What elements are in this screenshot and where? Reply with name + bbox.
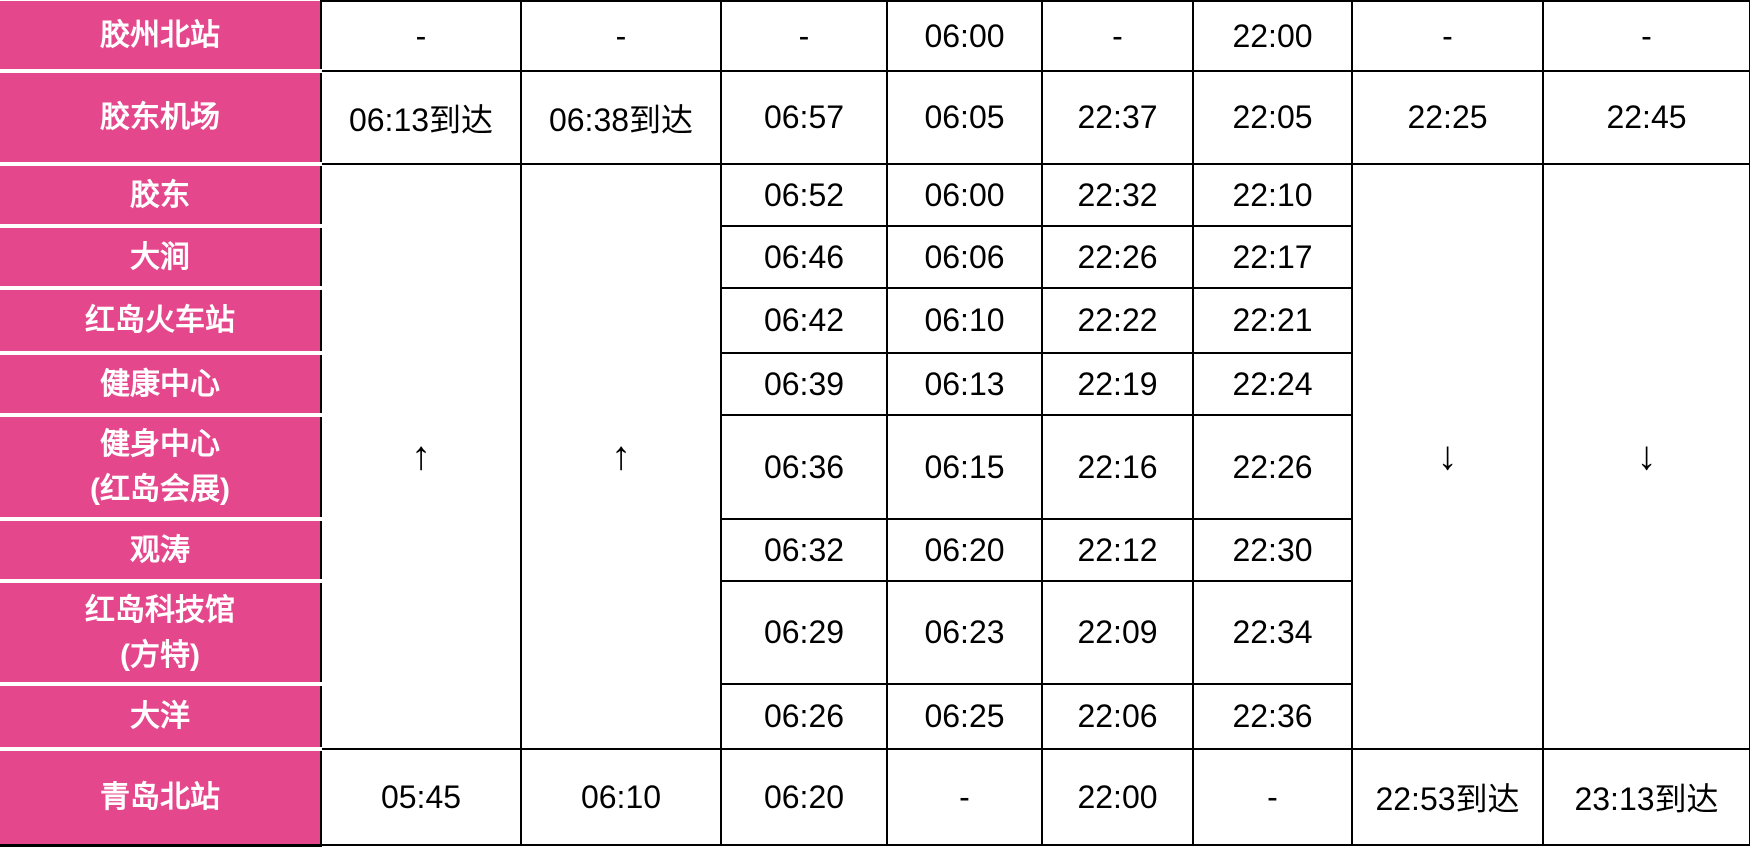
time-cell: 06:00 <box>886 163 1043 227</box>
time-cell: 06:13到达 <box>320 70 522 165</box>
up-arrow-cell: ↑ <box>520 163 722 750</box>
time-cell: 22:10 <box>1192 163 1353 227</box>
time-cell: 22:53到达 <box>1351 748 1544 846</box>
time-cell: - <box>1542 0 1750 72</box>
station-row: 大洋 06:26 06:25 22:06 22:36 <box>0 683 1750 751</box>
time-cell: - <box>1192 748 1353 846</box>
time-cell: 22:30 <box>1192 518 1353 582</box>
time-cell: 22:21 <box>1192 287 1353 354</box>
time-cell: 22:26 <box>1192 414 1353 520</box>
time-cell: - <box>720 0 888 72</box>
station-cell: 胶东机场 <box>0 71 321 166</box>
time-cell: 22:22 <box>1041 287 1194 354</box>
time-cell: 06:20 <box>720 748 888 846</box>
station-cell: 胶东 <box>0 164 321 228</box>
down-arrow-cell: ↓ <box>1351 163 1544 750</box>
time-cell: 22:37 <box>1041 70 1194 165</box>
up-arrow-icon: ↑ <box>611 434 631 478</box>
time-cell: 22:16 <box>1041 414 1194 520</box>
station-row: 胶东机场 06:13到达 06:38到达 06:57 06:05 22:37 2… <box>0 70 1750 166</box>
time-cell: 06:38到达 <box>520 70 722 165</box>
time-cell: 06:15 <box>886 414 1043 520</box>
time-cell: 22:05 <box>1192 70 1353 165</box>
station-row: 健康中心 06:39 06:13 22:19 22:24 <box>0 352 1750 417</box>
time-cell: 06:13 <box>886 352 1043 416</box>
time-cell: 22:00 <box>1192 0 1353 72</box>
time-cell: 06:05 <box>886 70 1043 165</box>
up-arrow-icon: ↑ <box>411 434 431 478</box>
station-row: 观涛 06:32 06:20 22:12 22:30 <box>0 518 1750 583</box>
time-cell: 22:00 <box>1041 748 1194 846</box>
time-cell: 22:17 <box>1192 225 1353 289</box>
station-cell: 红岛火车站 <box>0 288 321 355</box>
time-cell: - <box>320 0 522 72</box>
station-row: 红岛科技馆 (方特) 06:29 06:23 22:09 22:34 <box>0 580 1750 686</box>
station-cell: 红岛科技馆 (方特) <box>0 581 321 686</box>
station-cell: 健康中心 <box>0 353 321 417</box>
time-cell: 06:32 <box>720 518 888 582</box>
time-cell: - <box>886 748 1043 846</box>
station-row: 红岛火车站 06:42 06:10 22:22 22:21 <box>0 287 1750 355</box>
station-row: 健身中心 (红岛会展) 06:36 06:15 22:16 22:26 <box>0 414 1750 521</box>
time-cell: 06:10 <box>520 748 722 846</box>
time-cell: 06:00 <box>886 0 1043 72</box>
station-cell: 观涛 <box>0 519 321 583</box>
station-cell: 大洋 <box>0 684 321 751</box>
down-arrow-icon: ↓ <box>1437 434 1458 478</box>
time-cell: 23:13到达 <box>1542 748 1750 846</box>
time-cell: 06:20 <box>886 518 1043 582</box>
time-cell: - <box>520 0 722 72</box>
time-cell: 22:36 <box>1192 683 1353 750</box>
down-arrow-cell: ↓ <box>1542 163 1750 750</box>
down-arrow-icon: ↓ <box>1636 434 1657 478</box>
station-row: 胶东 ↑ ↑ 06:52 06:00 22:32 22:10 ↓ ↓ <box>0 163 1750 750</box>
time-cell: 06:57 <box>720 70 888 165</box>
time-cell: 06:42 <box>720 287 888 354</box>
station-row: 胶州北站 - - - 06:00 - 22:00 - - <box>0 0 1750 73</box>
time-cell: 22:25 <box>1351 70 1544 165</box>
time-cell: 06:46 <box>720 225 888 289</box>
time-cell: 22:34 <box>1192 580 1353 685</box>
station-row: 大涧 06:46 06:06 22:26 22:17 <box>0 225 1750 290</box>
time-cell: 22:26 <box>1041 225 1194 289</box>
time-cell: 06:23 <box>886 580 1043 685</box>
time-cell: 06:36 <box>720 414 888 520</box>
time-cell: 22:12 <box>1041 518 1194 582</box>
time-cell: - <box>1351 0 1544 72</box>
station-cell: 胶州北站 <box>0 1 321 73</box>
time-cell: 22:45 <box>1542 70 1750 165</box>
station-cell: 青岛北站 <box>0 749 321 847</box>
time-cell: - <box>1041 0 1194 72</box>
time-cell: 22:06 <box>1041 683 1194 750</box>
time-cell: 05:45 <box>320 748 522 846</box>
station-row: 青岛北站 05:45 06:10 06:20 - 22:00 - 22:53到达… <box>0 748 1750 847</box>
station-cell: 健身中心 (红岛会展) <box>0 415 321 521</box>
up-arrow-cell: ↑ <box>320 163 522 750</box>
time-cell: 22:24 <box>1192 352 1353 416</box>
time-cell: 06:52 <box>720 163 888 227</box>
time-cell: 22:32 <box>1041 163 1194 227</box>
time-cell: 22:09 <box>1041 580 1194 685</box>
station-cell: 大涧 <box>0 226 321 290</box>
time-cell: 06:26 <box>720 683 888 750</box>
time-cell: 06:10 <box>886 287 1043 354</box>
time-cell: 06:29 <box>720 580 888 685</box>
time-cell: 06:25 <box>886 683 1043 750</box>
time-cell: 22:19 <box>1041 352 1194 416</box>
time-cell: 06:06 <box>886 225 1043 289</box>
time-cell: 06:39 <box>720 352 888 416</box>
